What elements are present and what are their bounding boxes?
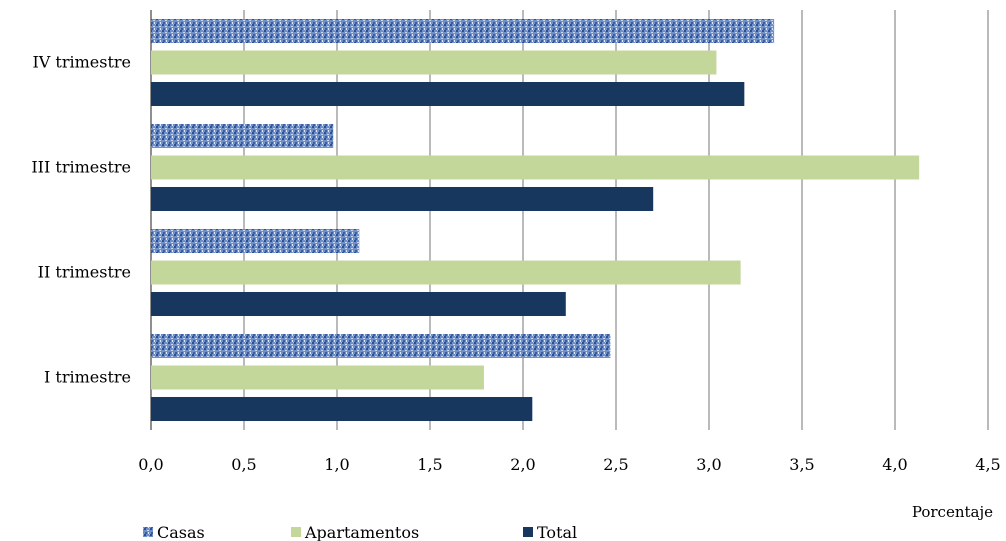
x-tick-label: 3,0 [696,455,721,474]
bar-total-3 [151,187,654,211]
bar-apartamentos-2 [151,260,741,285]
category-label: III trimestre [31,158,131,177]
bar-total-1 [151,397,533,421]
legend-label: Apartamentos [304,523,419,541]
category-label: II trimestre [38,263,131,282]
bar-apartamentos-3 [151,155,920,180]
legend-label: Total [537,523,577,541]
bar-total-2 [151,292,566,316]
x-tick-label: 2,5 [603,455,628,474]
bar-casas-2 [151,229,360,253]
x-tick-label: 1,0 [324,455,349,474]
bar-total-4 [151,82,745,106]
gridlines [150,10,989,430]
category-label: IV trimestre [32,53,131,72]
category-label: I trimestre [44,368,131,387]
x-tick-labels: 0,0 0,5 1,0 1,5 2,0 2,5 3,0 3,5 4,0 4,5 [138,455,1000,474]
legend-swatch [291,527,301,537]
legend-label: Casas [157,523,205,541]
bar-apartamentos-4 [151,50,717,75]
x-tick-label: 2,0 [510,455,535,474]
bar-casas-1 [151,334,611,358]
bar-casas-3 [151,124,334,148]
category-labels: I trimestre II trimestre III trimestre IV t… [31,53,131,387]
legend-swatch [143,527,153,537]
x-axis-label: Porcentaje [912,503,993,521]
bar-apartamentos-1 [151,365,484,390]
x-tick-label: 3,5 [789,455,814,474]
legend-swatch [523,527,533,537]
bar-casas-4 [151,19,775,43]
x-tick-label: 0,5 [231,455,256,474]
bars [151,19,920,421]
legend: Casas Apartamentos Total [143,523,577,541]
x-tick-label: 4,5 [975,455,1000,474]
x-tick-label: 0,0 [138,455,163,474]
x-tick-label: 1,5 [417,455,442,474]
x-tick-label: 4,0 [882,455,907,474]
